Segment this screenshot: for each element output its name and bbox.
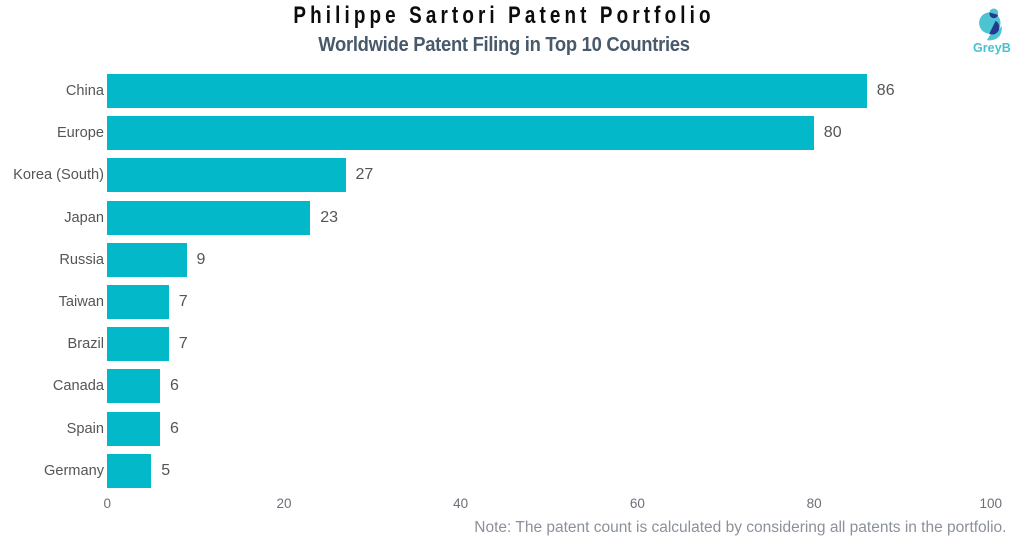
svg-text:GreyB: GreyB <box>973 41 1011 55</box>
